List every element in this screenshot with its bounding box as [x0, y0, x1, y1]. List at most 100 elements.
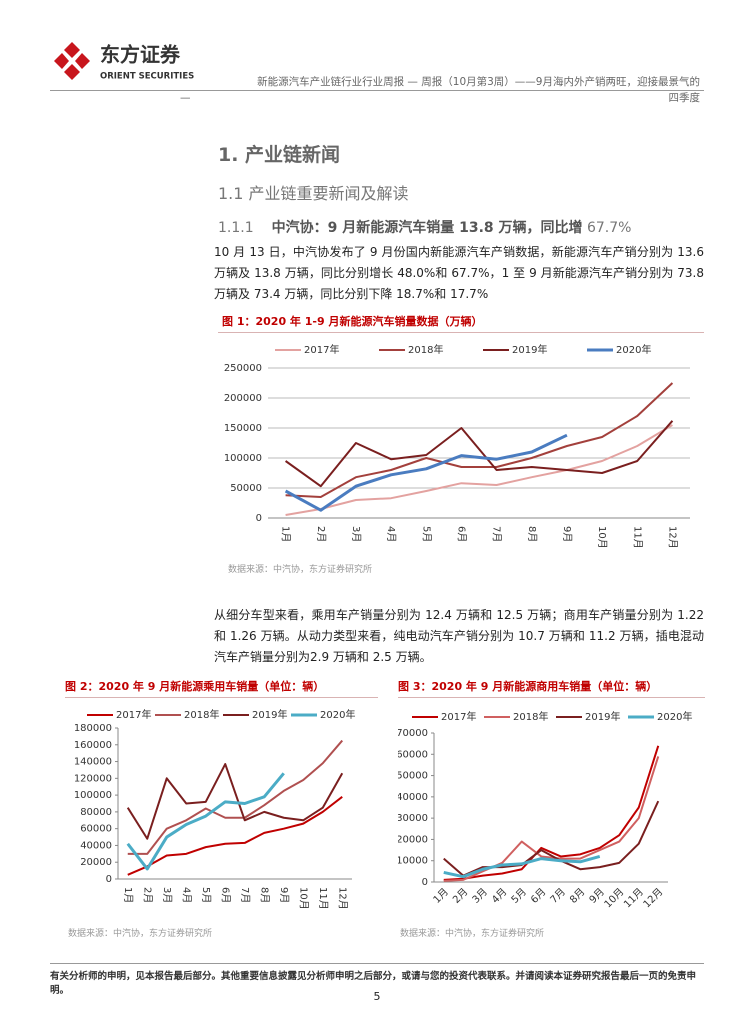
y-tick-label: 140000 — [74, 757, 112, 768]
legend-label: 2018年 — [184, 708, 219, 721]
paragraph: 从细分车型来看，乘用车产销量分别为 12.4 万辆和 12.5 万辆；商用车产销… — [214, 608, 704, 664]
series-line — [127, 739, 344, 855]
y-tick-label: 60000 — [398, 749, 428, 760]
x-tick-label: 9月 — [561, 526, 573, 542]
y-tick-label: 50000 — [398, 771, 428, 782]
y-tick-label: 20000 — [80, 857, 112, 868]
series-line — [443, 745, 660, 881]
x-tick-label: 12月 — [336, 887, 348, 910]
x-tick-label: 7月 — [491, 526, 503, 542]
heading-tail: 67.7% — [586, 220, 632, 236]
header-rule — [50, 90, 704, 91]
legend-label: 2018年 — [408, 343, 443, 356]
x-tick-label: 7月 — [239, 887, 251, 903]
heading-3: 1.1.1 中汽协：9 月新能源汽车销量 13.8 万辆，同比增 67.7% — [218, 217, 631, 237]
y-tick-label: 0 — [106, 874, 112, 885]
y-tick-label: 40000 — [80, 840, 112, 851]
x-tick-label: 12月 — [666, 526, 678, 549]
x-tick-label: 6月 — [219, 887, 231, 903]
series-line — [443, 756, 660, 882]
chart-title: 图 1：2020 年 1-9 月新能源汽车销量数据（万辆） — [218, 313, 704, 333]
chart-source: 数据来源：中汽协，东方证券研究所 — [400, 929, 545, 939]
chart: 0 20000 40000 60000 80000 100000 120000 140000 1… — [74, 708, 356, 910]
chart-title: 图 2：2020 年 9 月新能源乘用车销量（单位：辆） — [65, 678, 378, 698]
series-line — [443, 800, 660, 877]
report-header: 新能源汽车产业链行业行业周报 — 周报（10月第3周）——9月海内外产销两旺，迎… — [180, 74, 700, 106]
header-line-end: 四季度 — [668, 92, 701, 104]
logo-cn: 东方证券 — [100, 43, 181, 67]
x-tick-label: 9月 — [278, 887, 290, 903]
x-tick-label: 5月 — [509, 886, 529, 906]
x-tick-label: 11月 — [631, 526, 643, 549]
x-tick-label: 6月 — [455, 526, 467, 542]
heading-title: 中汽协：9 月新能源汽车销量 13.8 万辆，同比增 — [271, 220, 583, 236]
chart-source: 数据来源：中汽协，东方证券研究所 — [68, 929, 213, 939]
x-tick-label: 3月 — [161, 887, 173, 903]
y-tick-label: 80000 — [80, 807, 112, 818]
x-tick-label: 12月 — [641, 886, 666, 911]
x-tick-label: 11月 — [621, 886, 646, 911]
legend-label: 2017年 — [304, 343, 339, 356]
y-tick-label: 30000 — [398, 813, 428, 824]
y-tick-label: 120000 — [74, 773, 112, 784]
y-tick-label: 50000 — [230, 483, 262, 494]
y-tick-label: 250000 — [224, 363, 262, 374]
x-tick-label: 3月 — [470, 886, 490, 906]
logo: 东方证券 ORIENT SECURITIES — [54, 42, 194, 82]
series-line — [285, 382, 674, 498]
x-tick-label: 8月 — [258, 887, 270, 903]
x-tick-label: 1月 — [122, 887, 134, 903]
series-line — [285, 424, 673, 516]
x-tick-label: 2月 — [315, 526, 327, 542]
x-tick-label: 8月 — [526, 526, 538, 542]
x-tick-label: 5月 — [420, 526, 432, 542]
legend-label: 2019年 — [585, 710, 620, 723]
x-tick-label: 3月 — [350, 526, 362, 542]
disclaimer: 有关分析师的申明，见本报告最后部分。其他重要信息披露见分析师申明之后部分，或请与… — [50, 963, 704, 996]
legend-label: 2019年 — [252, 708, 287, 721]
chart-title: 图 3：2020 年 9 月新能源商用车销量（单位：辆） — [398, 678, 705, 698]
y-tick-label: 20000 — [398, 834, 428, 845]
x-tick-label: 10月 — [297, 887, 309, 910]
x-tick-label: 11月 — [317, 887, 329, 910]
y-tick-label: 0 — [256, 513, 262, 524]
header-line: — 四季度 — [180, 90, 700, 106]
heading-number: 1.1.1 — [218, 220, 254, 236]
page-number: 5 — [373, 990, 381, 1003]
legend-label: 2017年 — [441, 710, 476, 723]
x-tick-label: 10月 — [602, 886, 627, 911]
y-tick-label: 100000 — [224, 453, 262, 464]
chart: 0 10000 20000 30000 40000 50000 60000 70000 1月 2月… — [398, 710, 692, 911]
x-tick-label: 4月 — [489, 886, 509, 906]
x-tick-label: 2月 — [141, 887, 153, 903]
heading-2: 1.1 产业链重要新闻及解读 — [218, 184, 409, 203]
legend-label: 2017年 — [116, 708, 151, 721]
logo-en: ORIENT SECURITIES — [100, 72, 194, 82]
paragraph: 10 月 13 日，中汽协发布了 9 月份国内新能源汽车产销数据，新能源汽车产销… — [214, 245, 704, 301]
heading-1: 1. 产业链新闻 — [218, 144, 341, 166]
legend-label: 2018年 — [513, 710, 548, 723]
x-tick-label: 4月 — [180, 887, 192, 903]
series-line — [443, 855, 601, 879]
y-tick-label: 100000 — [74, 790, 112, 801]
x-tick-label: 4月 — [385, 526, 397, 542]
y-tick-label: 160000 — [74, 740, 112, 751]
header-line: 新能源汽车产业链行业行业周报 — 周报（10月第3周）——9月海内外产销两旺，迎… — [257, 76, 700, 88]
legend-label: 2019年 — [512, 343, 547, 356]
x-tick-label: 1月 — [280, 526, 292, 542]
y-tick-label: 150000 — [224, 423, 262, 434]
y-tick-label: 40000 — [398, 792, 428, 803]
header-dash: — — [180, 92, 191, 104]
x-tick-label: 1月 — [431, 886, 451, 906]
chart: 0 50000 100000 150000 200000 250000 1月 2月 3月 4月 5月… — [224, 343, 690, 549]
x-tick-label: 8月 — [567, 886, 587, 906]
y-tick-label: 0 — [422, 877, 428, 888]
x-tick-label: 10月 — [596, 526, 608, 549]
y-tick-label: 200000 — [224, 393, 262, 404]
series-line — [127, 795, 343, 876]
legend-label: 2020年 — [657, 710, 692, 723]
x-tick-label: 6月 — [528, 886, 548, 906]
chart-source: 数据来源：中汽协，东方证券研究所 — [228, 565, 373, 575]
y-tick-label: 60000 — [80, 824, 112, 835]
series-line — [126, 763, 344, 840]
